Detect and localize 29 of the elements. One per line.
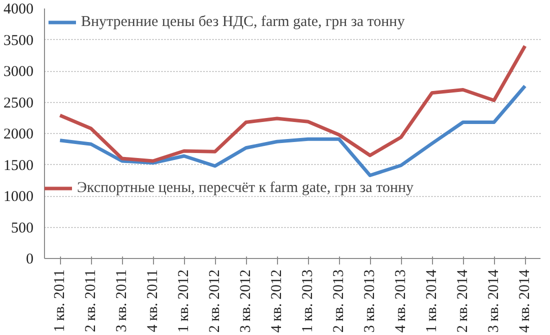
x-tick-label: 3 кв. 2013	[362, 269, 378, 333]
x-tick-label: 2 кв. 2011	[83, 269, 99, 332]
x-tick-label: 2 кв. 2012	[207, 269, 223, 333]
y-tick-label: 0	[26, 252, 34, 268]
legend-label: Внутренние цены без НДС, farm gate, грн за тонну	[81, 14, 405, 30]
y-tick-label: 500	[11, 220, 34, 236]
y-tick-label: 1000	[4, 189, 34, 205]
x-tick-label: 1 кв. 2014	[424, 269, 440, 333]
y-tick-label: 3500	[4, 32, 34, 49]
line-series	[58, 84, 527, 178]
y-tick-label: 2000	[4, 126, 34, 142]
y-tick-label: 2500	[4, 95, 34, 112]
x-tick-label: 3 кв. 2012	[238, 269, 254, 333]
x-tick-label: 3 кв. 2014	[486, 269, 502, 333]
x-tick-label: 4 кв. 2012	[269, 269, 285, 333]
x-tick-label: 4 кв. 2011	[145, 269, 161, 332]
y-tick-label: 4000	[4, 2, 34, 18]
x-tick-label: 2 кв. 2013	[331, 269, 347, 333]
y-tick-label: 1500	[4, 158, 34, 174]
x-tick-label: 3 кв. 2011	[114, 269, 130, 332]
x-tick-label: 2 кв. 2014	[455, 269, 471, 333]
x-tick-label: 4 кв. 2014	[517, 269, 533, 333]
y-tick-label: 3000	[4, 64, 34, 80]
line-series	[58, 44, 527, 163]
legend-label: Экспортные цены, пересчёт к farm gate, грн за тонну	[77, 180, 414, 196]
x-tick-label: 1 кв. 2011	[52, 269, 68, 332]
x-tick-label: 1 кв. 2012	[176, 269, 192, 333]
x-tick-label: 1 кв. 2013	[300, 269, 316, 333]
x-tick-label: 4 кв. 2013	[393, 269, 409, 333]
